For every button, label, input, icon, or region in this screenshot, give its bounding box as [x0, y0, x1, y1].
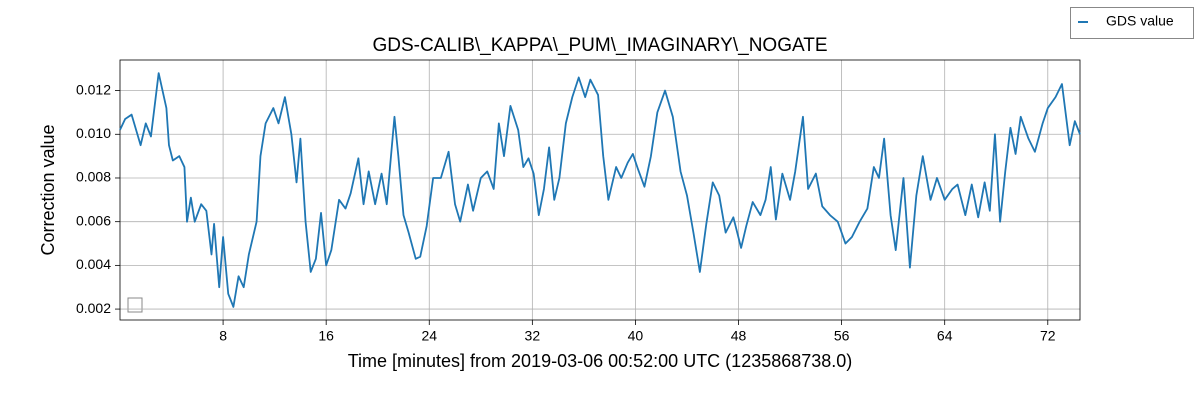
x-tick-label: 56 — [834, 328, 850, 344]
plot-frame — [119, 59, 1081, 321]
plot-area — [120, 60, 1080, 320]
x-tick-label: 48 — [731, 328, 747, 344]
legend-label: GDS value — [1106, 13, 1174, 29]
x-tick-label: 72 — [1040, 328, 1056, 344]
y-tick-label: 0.012 — [76, 81, 111, 97]
y-tick-label: 0.010 — [76, 125, 111, 141]
x-tick-label: 32 — [525, 328, 541, 344]
y-tick-label: 0.004 — [76, 256, 111, 272]
x-tick-label: 64 — [937, 328, 953, 344]
y-tick-label: 0.008 — [76, 169, 111, 185]
data-line — [119, 72, 1081, 308]
x-tick-label: 8 — [219, 328, 227, 344]
x-tick-label: 40 — [628, 328, 644, 344]
legend — [1070, 7, 1194, 39]
y-tick-label: 0.002 — [76, 300, 111, 316]
x-axis-label: Time [minutes] from 2019-03-06 00:52:00 … — [348, 351, 853, 371]
y-tick-label: 0.006 — [76, 212, 111, 228]
empty-legend-box — [127, 297, 143, 313]
x-tick-label: 16 — [318, 328, 334, 344]
x-tick-label: 24 — [421, 328, 437, 344]
chart-title: GDS-CALIB\_KAPPA\_PUM\_IMAGINARY\_NOGATE — [372, 35, 827, 56]
y-axis-label: Correction value — [38, 124, 58, 255]
